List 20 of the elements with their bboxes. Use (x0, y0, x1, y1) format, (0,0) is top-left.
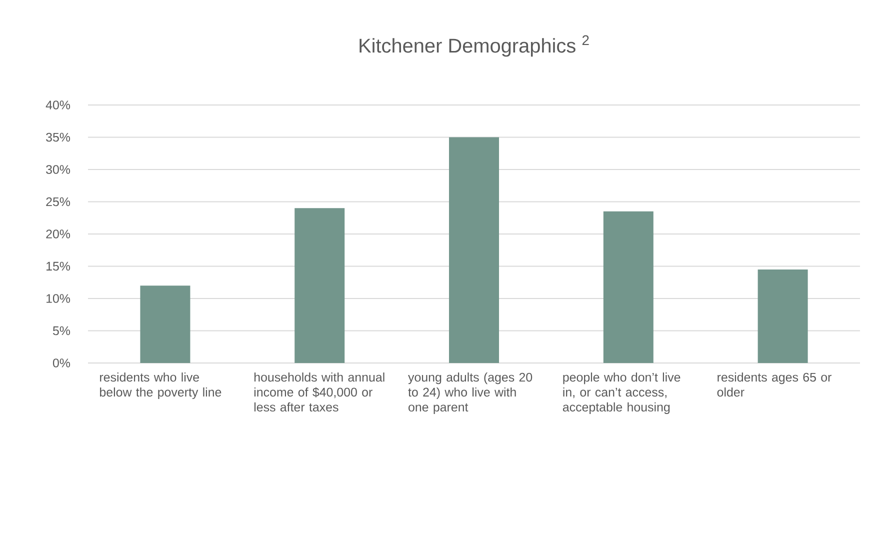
y-tick-label: 15% (46, 262, 70, 271)
x-tick-label: residents who live below the poverty line (100, 372, 222, 400)
x-tick-label: households with annual income of $40,000 or less after taxes (254, 372, 384, 412)
y-tick-label: 30% (46, 165, 70, 174)
x-tick-label: young adults (ages 20 to 24) who live with one parent (408, 372, 532, 414)
y-tick-label: 5% (52, 326, 70, 336)
y-tick-label: 20% (46, 230, 70, 238)
y-tick-label: 25% (46, 197, 70, 206)
y-tick-label: 40% (46, 100, 70, 110)
y-tick-label: 35% (46, 132, 70, 142)
bar (449, 137, 500, 363)
bar (140, 286, 190, 363)
y-tick-label: 10% (46, 294, 70, 303)
bar (294, 208, 345, 363)
bar (758, 269, 808, 363)
y-tick-label: 0% (52, 358, 70, 368)
x-tick-label: people who don’t live in, or can’t access, acceptable housing (562, 372, 680, 414)
x-tick-label: residents ages 65 or older (717, 372, 832, 397)
chart-title: Kitchener Demographics $^{2}$ (360, 35, 589, 57)
bar (603, 211, 654, 363)
